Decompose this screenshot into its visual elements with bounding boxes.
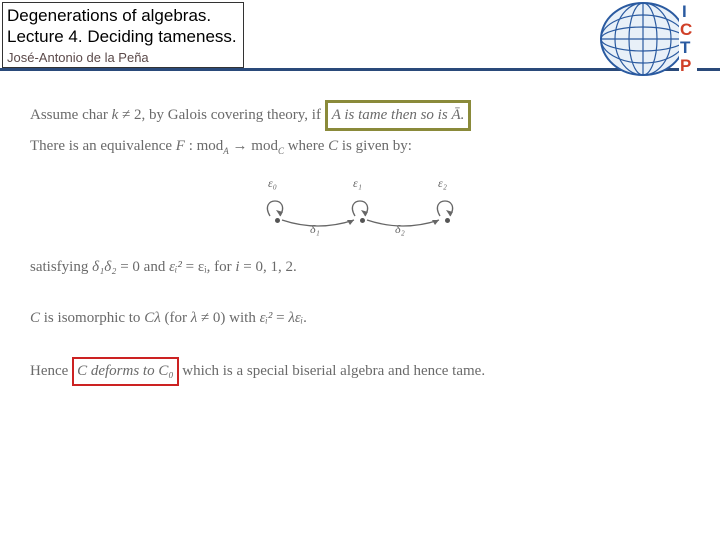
t5box: C deforms to C₀ (77, 363, 173, 379)
text-line-3: satisfying δ₁δ₂ = 0 and εᵢ² = εᵢ, for i … (30, 256, 690, 279)
t4iso: is isomorphic to (40, 310, 144, 326)
text-line-4: C is isomorphic to Cλ (for λ ≠ 0) with ε… (30, 307, 690, 330)
t4eq: = (272, 310, 288, 326)
title-line-1: Degenerations of algebras. (7, 5, 237, 26)
t3d: δ₁δ₂ (92, 259, 116, 275)
t4leps: λεᵢ (288, 310, 303, 326)
t2ar: → mod (229, 138, 278, 154)
eps1-label: ε₁ (353, 176, 362, 191)
t4neq: ≠ 0) with (197, 310, 259, 326)
t3eps: εᵢ² (169, 259, 182, 275)
eps2-label: ε₂ (438, 176, 447, 191)
author: José-Antonio de la Peña (7, 50, 237, 65)
svg-text:T: T (680, 38, 691, 57)
t3e0: = 0 and (116, 259, 169, 275)
t5a: Hence (30, 363, 72, 379)
t4dot: . (303, 310, 307, 326)
t4for: (for (161, 310, 191, 326)
text-line-5: Hence C deforms to C₀ which is a special… (30, 357, 690, 386)
delta1-label: δ₁ (310, 222, 320, 237)
t3v: = 0, 1, 2. (240, 259, 297, 275)
text-line-1: Assume char k ≠ 2, by Galois covering th… (30, 100, 690, 131)
t4Cl: Cλ (144, 310, 161, 326)
t2f: F (176, 138, 185, 154)
quiver-node-2 (445, 218, 450, 223)
title-line-2: Lecture 4. Deciding tameness. (7, 26, 237, 47)
t2g: is given by: (338, 138, 412, 154)
t5post: which is a special biserial algebra and … (179, 363, 486, 379)
t1box: A is tame then so is Ā. (332, 107, 465, 123)
t4eps: εᵢ² (260, 310, 273, 326)
eps0-label: ε₀ (268, 176, 277, 191)
quiver-node-0 (275, 218, 280, 223)
t2C2: C (328, 138, 338, 154)
quiver-diagram: ε₀ ε₁ ε₂ δ₁ δ₂ (220, 176, 500, 236)
t2a: There is an equivalence (30, 138, 176, 154)
content-area: Assume char k ≠ 2, by Galois covering th… (30, 100, 690, 390)
svg-text:P: P (680, 56, 691, 75)
t2e: where (284, 138, 328, 154)
svg-text:I: I (682, 2, 687, 21)
t3ee: = εᵢ (182, 259, 207, 275)
t1a: Assume char (30, 107, 112, 123)
t2b: : mod (185, 138, 223, 154)
text-line-2: There is an equivalence F : modA → modC … (30, 135, 690, 159)
olive-highlight: A is tame then so is Ā. (325, 100, 472, 131)
svg-text:C: C (680, 20, 692, 39)
delta2-label: δ₂ (395, 222, 405, 237)
red-highlight: C deforms to C₀ (72, 357, 178, 386)
quiver-node-1 (360, 218, 365, 223)
t4C: C (30, 310, 40, 326)
t3a: satisfying (30, 259, 92, 275)
t3f: , for (207, 259, 236, 275)
header-box: Degenerations of algebras. Lecture 4. De… (2, 2, 244, 68)
t1b: ≠ 2, by Galois covering theory, if (118, 107, 324, 123)
ictp-logo: I C T P (585, 0, 700, 78)
